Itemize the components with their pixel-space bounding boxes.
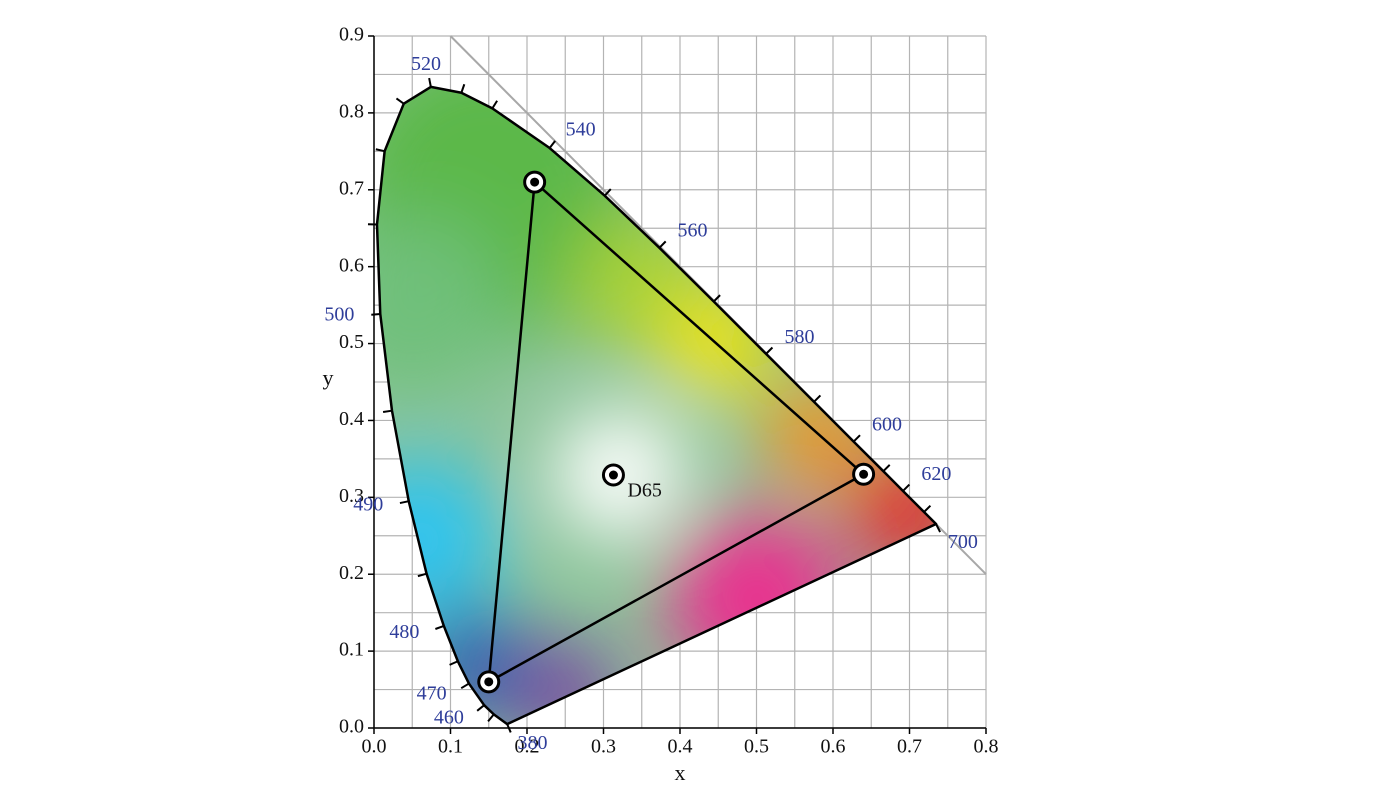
y-tick-label: 0.0: [339, 716, 364, 738]
wavelength-label: 580: [784, 326, 814, 348]
wavelength-tick: [371, 314, 380, 315]
x-axis-title: x: [675, 760, 686, 785]
wavelength-tick: [461, 84, 464, 92]
primary-marker: [854, 464, 874, 484]
wavelength-label: 470: [417, 682, 447, 704]
y-axis-title: y: [323, 365, 334, 390]
primary-marker: [479, 672, 499, 692]
white-point-label: D65: [627, 480, 661, 502]
wavelength-tick: [550, 141, 556, 148]
wavelength-tick: [396, 98, 403, 103]
wavelength-tick: [492, 101, 497, 109]
wavelength-label: 380: [517, 732, 547, 754]
x-tick-label: 0.1: [438, 736, 463, 758]
wavelength-label: 480: [389, 621, 419, 643]
y-tick-label: 0.5: [339, 331, 364, 353]
wavelength-tick: [854, 435, 860, 441]
wavelength-tick: [429, 78, 431, 87]
y-tick-label: 0.6: [339, 254, 364, 276]
wavelength-tick: [903, 485, 909, 491]
wavelength-tick: [383, 411, 392, 412]
y-tick-label: 0.8: [339, 100, 364, 122]
wavelength-tick: [435, 626, 443, 629]
wavelength-tick: [924, 506, 930, 512]
wavelength-tick: [814, 395, 820, 401]
x-tick-label: 0.5: [744, 736, 769, 758]
primary-marker-dot: [530, 178, 539, 187]
y-tick-label: 0.9: [339, 24, 364, 46]
wavelength-label: 600: [872, 414, 902, 436]
x-tick-label: 0.7: [897, 736, 922, 758]
y-tick-label: 0.4: [339, 408, 364, 430]
wavelength-label: 460: [434, 707, 464, 729]
wavelength-tick: [400, 501, 409, 503]
x-tick-label: 0.4: [668, 736, 693, 758]
wavelength-label: 620: [921, 463, 951, 485]
x-tick-label: 0.0: [362, 736, 387, 758]
wavelength-tick: [659, 241, 665, 247]
wavelength-label: 540: [566, 118, 596, 140]
x-tick-label: 0.3: [591, 736, 616, 758]
wavelength-label: 700: [948, 531, 978, 553]
wavelength-tick: [883, 465, 889, 471]
wavelength-tick: [766, 347, 772, 353]
wavelength-label: 560: [678, 220, 708, 242]
y-tick-label: 0.1: [339, 639, 364, 661]
primary-marker-dot: [484, 677, 493, 686]
wavelength-label: 490: [353, 493, 383, 515]
y-tick-label: 0.2: [339, 562, 364, 584]
primary-marker: [525, 172, 545, 192]
color-fill: [300, 0, 1100, 800]
wavelength-tick: [714, 295, 720, 301]
primary-marker-dot: [859, 470, 868, 479]
white-point-marker-dot: [609, 471, 618, 480]
x-tick-label: 0.6: [821, 736, 846, 758]
blob: [340, 456, 500, 616]
x-tick-label: 0.8: [974, 736, 999, 758]
wavelength-label: 520: [411, 53, 441, 75]
y-tick-label: 0.7: [339, 177, 364, 199]
wavelength-tick: [461, 684, 469, 689]
wavelength-label: 500: [324, 303, 354, 325]
white-point-marker: [603, 465, 623, 485]
wavelength-tick: [477, 705, 484, 711]
